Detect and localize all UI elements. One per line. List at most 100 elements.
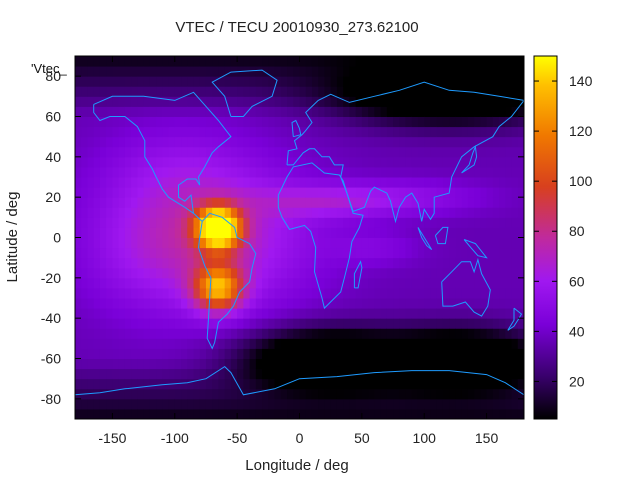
heatmap-cell [299, 106, 307, 117]
heatmap-cell [287, 187, 294, 198]
heatmap-cell [330, 106, 338, 117]
heatmap-cell [187, 328, 194, 339]
heatmap-cell [311, 348, 319, 359]
heatmap-cell [93, 116, 101, 128]
heatmap-cell [118, 187, 126, 198]
heatmap-cell [174, 146, 182, 158]
heatmap-cell [131, 166, 138, 178]
heatmap-cell [417, 287, 425, 299]
heatmap-cell [343, 388, 350, 400]
heatmap-cell [174, 338, 182, 349]
heatmap-cell [218, 368, 226, 380]
heatmap-cell [230, 368, 238, 380]
heatmap-cell [193, 378, 201, 390]
heatmap-cell [499, 247, 506, 259]
heatmap-cell [199, 166, 207, 178]
coastline-south-america [197, 212, 257, 350]
heatmap-cell [81, 187, 88, 198]
heatmap-cell [106, 166, 113, 178]
heatmap-cell [181, 136, 188, 148]
heatmap-cell [374, 308, 382, 319]
heatmap-cell [517, 207, 524, 218]
heatmap-cell [461, 126, 469, 138]
heatmap-cell [205, 318, 213, 329]
heatmap-cell [124, 66, 132, 77]
heatmap-cell [305, 267, 313, 279]
heatmap-cell [81, 56, 88, 67]
heatmap-cell [131, 187, 138, 198]
heatmap-cell [287, 287, 294, 299]
heatmap-cell [212, 308, 219, 319]
heatmap-cell [442, 348, 450, 359]
heatmap-cell [255, 298, 263, 309]
heatmap-cell [474, 136, 481, 148]
x-axis-label: Longitude / deg [245, 457, 348, 474]
heatmap-cell [255, 166, 263, 178]
heatmap-cell [461, 298, 469, 309]
heatmap-cell [330, 237, 338, 249]
heatmap-cell [405, 368, 413, 380]
heatmap-cell [511, 277, 519, 289]
heatmap-cell [156, 207, 163, 218]
x-tick-label: 0 [296, 430, 304, 446]
heatmap-cell [299, 247, 307, 259]
heatmap-cell [461, 237, 469, 249]
heatmap-cell [318, 378, 325, 390]
heatmap-cell [162, 308, 170, 319]
heatmap-cell [324, 96, 332, 107]
heatmap-cell [374, 177, 382, 188]
heatmap-cell [486, 227, 494, 238]
heatmap-cell [399, 227, 407, 238]
heatmap-cell [449, 277, 456, 289]
heatmap-cell [255, 116, 263, 128]
heatmap-cell [336, 96, 344, 107]
heatmap-cell [93, 368, 101, 380]
heatmap-cell [237, 247, 244, 259]
heatmap-cell [93, 217, 101, 228]
heatmap-cell [474, 197, 481, 208]
heatmap-cell [193, 116, 201, 128]
heatmap-cell [156, 378, 163, 390]
heatmap-cell [287, 408, 294, 419]
heatmap-cell [255, 86, 263, 97]
heatmap-cell [486, 166, 494, 178]
heatmap-cell [430, 318, 438, 329]
heatmap-cell [181, 247, 188, 259]
heatmap-cell [380, 398, 388, 410]
heatmap-cell [480, 197, 488, 208]
heatmap-cell [349, 116, 357, 128]
heatmap-cell [237, 207, 244, 218]
heatmap-cell [442, 56, 450, 67]
heatmap-cell [199, 237, 207, 249]
heatmap-cell [324, 156, 332, 168]
heatmap-cell [280, 86, 288, 97]
heatmap-cell [168, 86, 176, 97]
heatmap-cell [517, 177, 524, 188]
heatmap-cell [424, 177, 431, 188]
heatmap-cell [143, 227, 151, 238]
heatmap-cell [492, 338, 500, 349]
heatmap-cell [293, 66, 300, 77]
heatmap-cell [168, 358, 176, 370]
heatmap-cell [268, 106, 276, 117]
heatmap-cell [368, 56, 375, 67]
heatmap-cell [368, 287, 375, 299]
heatmap-cell [517, 287, 524, 299]
heatmap-cell [137, 106, 145, 117]
heatmap-cell [237, 338, 244, 349]
heatmap-cell [442, 96, 450, 107]
heatmap-cell [467, 368, 475, 380]
heatmap-cell [255, 277, 263, 289]
heatmap-cell [99, 267, 107, 279]
chart-title: VTEC / TECU 20010930_273.62100 [175, 19, 418, 36]
colorbar-tick-label: 80 [569, 223, 585, 239]
heatmap-cell [87, 378, 95, 390]
heatmap-cell [386, 338, 394, 349]
heatmap-cell [417, 106, 425, 117]
coastline-madagascar [353, 260, 363, 289]
heatmap-cell [405, 66, 413, 77]
heatmap-cell [305, 166, 313, 178]
heatmap-cell [330, 358, 338, 370]
heatmap-cell [492, 287, 500, 299]
heatmap-cell [137, 187, 145, 198]
